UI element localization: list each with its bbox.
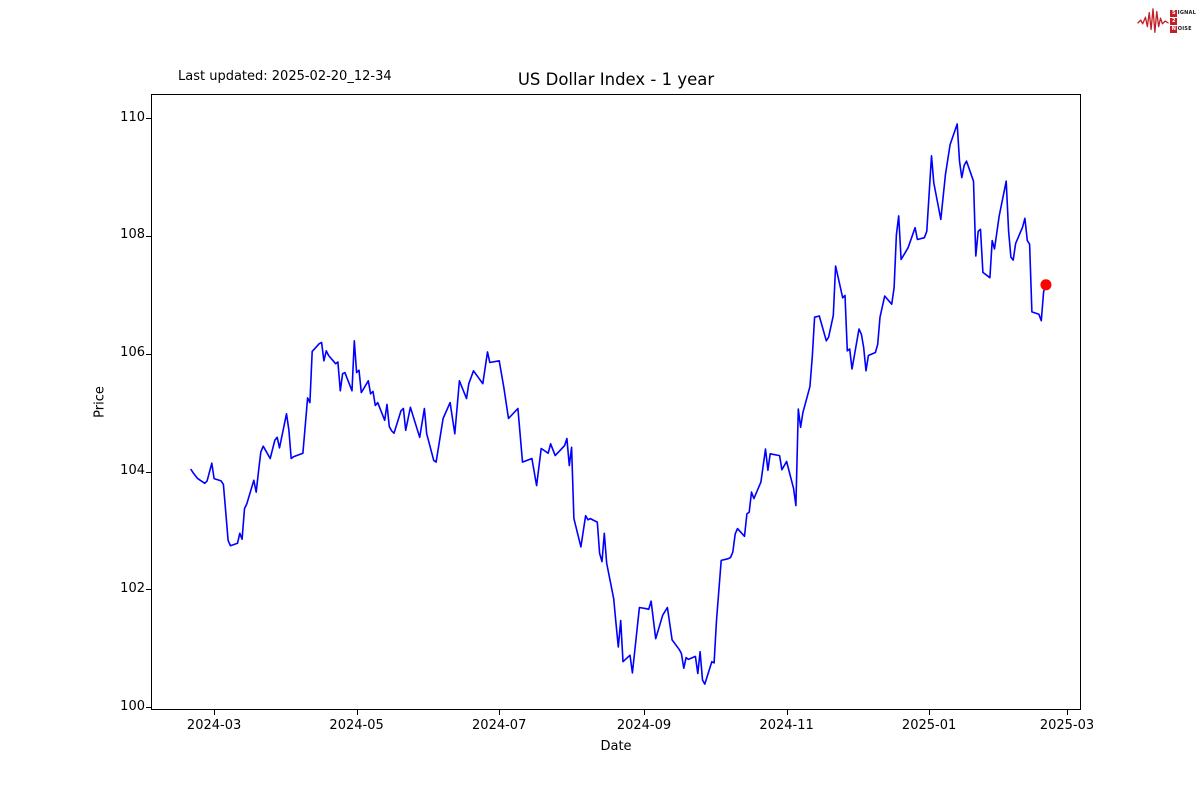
chart-title: US Dollar Index - 1 year — [517, 70, 715, 89]
x-tick-label: 2025-03 — [1039, 718, 1095, 733]
y-tick-mark — [146, 235, 151, 237]
x-tick-label: 2024-11 — [759, 718, 814, 733]
x-tick-label: 2024-07 — [472, 718, 527, 733]
y-tick-mark — [146, 589, 151, 591]
logo-signal-rest: IGNAL — [1177, 10, 1196, 16]
x-tick-label: 2025-01 — [901, 718, 957, 733]
logo-2-box: 2 — [1170, 17, 1178, 25]
logo-n-box: N — [1170, 25, 1178, 33]
y-axis-label: Price — [92, 386, 108, 418]
x-tick-mark — [356, 710, 358, 715]
y-tick-mark — [146, 118, 151, 120]
logo-text: S IGNAL 2 N OISE — [1170, 9, 1196, 33]
y-tick-label: 106 — [120, 345, 145, 361]
x-tick-label: 2024-03 — [186, 718, 242, 733]
logo-line-noise: N OISE — [1170, 25, 1196, 33]
y-tick-mark — [146, 353, 151, 355]
x-tick-label: 2024-09 — [616, 718, 672, 733]
x-tick-mark — [644, 710, 645, 715]
x-tick-mark — [1067, 710, 1068, 715]
x-axis-label: Date — [600, 739, 632, 754]
signal2noise-logo: S IGNAL 2 N OISE — [1137, 5, 1196, 37]
y-tick-label: 108 — [120, 227, 145, 243]
logo-line-2: 2 — [1170, 17, 1196, 25]
y-tick-mark — [146, 471, 151, 473]
last-updated-text: Last updated: 2025-02-20_12-34 — [178, 69, 392, 84]
plot-area — [151, 94, 1081, 710]
y-tick-label: 104 — [120, 463, 145, 478]
x-tick-mark — [499, 710, 501, 715]
x-tick-mark — [786, 710, 788, 715]
x-tick-label: 2024-05 — [329, 718, 384, 733]
y-tick-label: 110 — [120, 109, 145, 125]
logo-line-signal: S IGNAL — [1170, 9, 1196, 17]
logo-s-box: S — [1170, 9, 1178, 17]
x-tick-mark — [214, 710, 216, 715]
x-tick-mark — [929, 710, 931, 715]
waveform-icon — [1137, 8, 1169, 33]
y-tick-label: 102 — [120, 580, 145, 596]
y-tick-mark — [146, 707, 151, 709]
logo-noise-rest: OISE — [1177, 26, 1192, 32]
y-tick-label: 100 — [120, 698, 145, 714]
